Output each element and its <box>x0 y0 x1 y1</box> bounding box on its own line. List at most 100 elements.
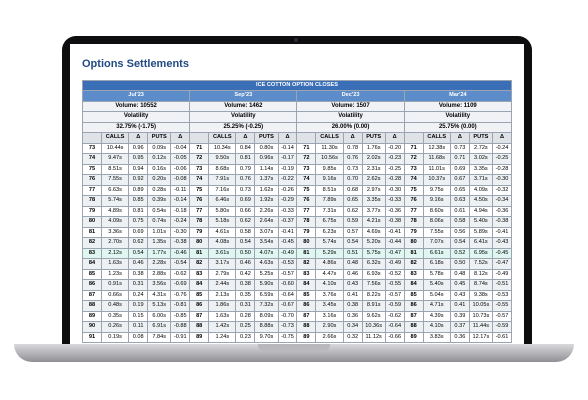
value-cell: 8.74s <box>468 279 493 291</box>
value-cell: 0.39s <box>147 195 172 207</box>
value-cell: -0.75 <box>277 331 298 343</box>
strike-cell: 72 <box>296 153 317 165</box>
strike-cell: 88 <box>403 321 424 333</box>
strike-cell: 82 <box>82 237 102 249</box>
value-cell: -0.47 <box>384 247 405 259</box>
value-cell: 4.94s <box>468 205 493 217</box>
table-row: 84 1.63s 0.46 2.28s -0.54 82 3.17s 0.46 4.63s -0.… <box>82 258 513 270</box>
strike-cell: 78 <box>296 216 317 228</box>
value-cell: -0.33 <box>277 205 298 217</box>
strike-header-blank <box>82 132 102 144</box>
value-cell: 5.29s <box>315 247 344 259</box>
value-cell: 0.38 <box>235 279 256 291</box>
strike-header-blank <box>189 132 210 144</box>
value-cell: 1.14s <box>254 163 279 175</box>
value-cell: 0.66s <box>100 289 130 301</box>
value-cell: 0.34 <box>342 321 363 333</box>
volatility-value: 25.25% (-0.25) <box>189 121 298 133</box>
value-cell: -0.46 <box>170 247 191 259</box>
value-cell: 4.69s <box>361 226 386 238</box>
strike-cell: 77 <box>82 184 102 196</box>
value-cell: 0.71 <box>449 153 470 165</box>
value-cell: 7.89s <box>315 195 344 207</box>
value-cell: 6.32s <box>361 258 386 270</box>
table-row: 74 9.47s 0.95 0.12s -0.05 72 9.50s 0.81 0.96s -0.… <box>82 153 513 165</box>
value-cell: 0.38 <box>342 300 363 312</box>
value-cell: 4.47s <box>315 268 344 280</box>
strike-cell: 82 <box>403 258 424 270</box>
value-cell: 0.74s <box>147 216 172 228</box>
value-cell: 0.28s <box>147 184 172 196</box>
value-cell: 5.90s <box>254 279 279 291</box>
value-cell: 2.88s <box>147 268 172 280</box>
value-cell: 0.73 <box>235 184 256 196</box>
value-cell: 1.62s <box>254 184 279 196</box>
strike-cell: 91 <box>82 331 102 343</box>
value-cell: 0.51 <box>342 247 363 259</box>
value-cell: -0.24 <box>491 142 513 154</box>
value-cell: 0.43 <box>342 279 363 291</box>
value-cell: 1.23s <box>100 268 130 280</box>
value-cell: 4.08s <box>208 237 237 249</box>
value-cell: 1.76s <box>361 142 386 154</box>
column-header: PUTS <box>361 132 386 144</box>
value-cell: -0.61 <box>491 331 513 343</box>
value-cell: -0.06 <box>170 163 191 175</box>
table-row: 90 0.26s 0.11 6.91s -0.88 88 1.42s 0.25 8.88s -0.… <box>82 321 513 333</box>
value-cell: 7.32s <box>254 300 279 312</box>
column-header: PUTS <box>468 132 493 144</box>
volume-cell: Volume: 10552 <box>81 100 191 112</box>
value-cell: 3.35s <box>361 195 386 207</box>
table-row: 89 0.35s 0.15 6.00s -0.85 87 1.63s 0.28 8.09s -0.… <box>82 310 513 322</box>
table-banner: ICE COTTON OPTION CLOSES <box>82 80 512 91</box>
value-cell: -0.38 <box>491 216 513 228</box>
value-cell: 8.06s <box>422 216 451 228</box>
strike-cell: 87 <box>296 310 317 322</box>
table-row: 77 6.63s 0.89 0.28s -0.11 75 7.16s 0.73 1.62s -0.… <box>82 184 513 196</box>
value-cell: 4.09s <box>100 216 130 228</box>
value-cell: 4.21s <box>361 216 386 228</box>
column-header: CALLS <box>100 132 130 144</box>
column-header: CALLS <box>422 132 451 144</box>
value-cell: 0.54 <box>449 237 470 249</box>
laptop-notch <box>258 344 330 351</box>
value-cell: 0.48 <box>449 268 470 280</box>
value-cell: -0.55 <box>491 300 513 312</box>
volatility-value: 32.75% (-1.75) <box>81 121 191 133</box>
value-cell: 5.40s <box>422 279 451 291</box>
value-cell: 6.18s <box>422 258 451 270</box>
strike-cell: 80 <box>296 237 317 249</box>
value-cell: 0.81 <box>128 205 149 217</box>
value-cell: 0.89 <box>128 184 149 196</box>
value-cell: -0.36 <box>491 205 513 217</box>
value-cell: 0.95 <box>128 153 149 165</box>
value-cell: -0.33 <box>384 195 405 207</box>
value-cell: 0.70 <box>342 174 363 186</box>
value-cell: 0.46 <box>235 258 256 270</box>
value-cell: 4.31s <box>147 289 172 301</box>
value-cell: 6.00s <box>147 310 172 322</box>
column-header: Δ <box>170 132 191 144</box>
value-cell: 5.74s <box>100 195 130 207</box>
value-cell: -0.69 <box>170 279 191 291</box>
table-row: 80 4.09s 0.75 0.74s -0.24 78 5.18s 0.62 2.64s -0.… <box>82 216 513 228</box>
value-cell: 5.18s <box>208 216 237 228</box>
strike-cell: 85 <box>82 268 102 280</box>
value-cell: -0.34 <box>491 195 513 207</box>
value-cell: 1.63s <box>208 310 237 322</box>
value-cell: -0.28 <box>491 163 513 175</box>
value-cell: 10.73s <box>468 310 493 322</box>
value-cell: -0.62 <box>170 268 191 280</box>
value-cell: 5.89s <box>468 226 493 238</box>
strike-cell: 76 <box>189 195 210 207</box>
strike-cell: 88 <box>296 321 317 333</box>
value-cell: 0.62 <box>342 205 363 217</box>
value-cell: 1.86s <box>208 300 237 312</box>
value-cell: 2.72s <box>468 142 493 154</box>
option-closes-table: ICE COTTON OPTION CLOSES Jul'23 Sep'23 Dec… <box>81 80 513 343</box>
value-cell: 0.76 <box>235 174 256 186</box>
strike-cell: 89 <box>82 310 102 322</box>
strike-cell: 71 <box>403 142 424 154</box>
value-cell: -0.64 <box>384 321 405 333</box>
value-cell: 11.68s <box>422 153 451 165</box>
